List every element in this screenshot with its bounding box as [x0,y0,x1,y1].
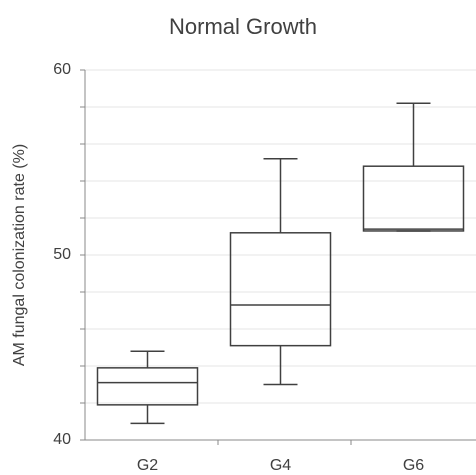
chart-title: Normal Growth [169,14,317,39]
y-tick-label: 50 [53,246,71,263]
chart: Normal Growth AM fungal colonization rat… [0,0,476,475]
y-axis-label: AM fungal colonization rate (%) [11,144,28,366]
box [98,368,198,405]
x-tick-label: G6 [403,457,424,474]
x-tick-label: G4 [270,457,291,474]
box [364,166,464,231]
x-tick-label: G2 [137,457,158,474]
y-tick-label: 40 [53,431,71,448]
y-tick-label: 60 [53,61,71,78]
